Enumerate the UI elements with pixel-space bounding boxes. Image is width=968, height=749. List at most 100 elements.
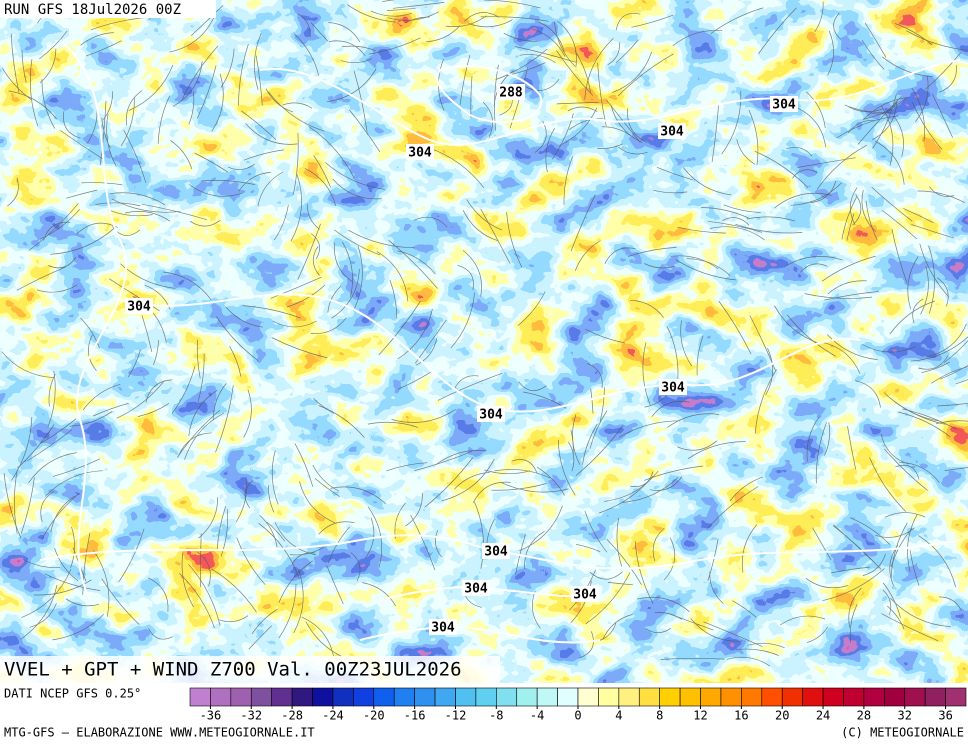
streamline — [617, 53, 674, 97]
streamline — [556, 50, 594, 96]
streamline — [683, 167, 732, 196]
colorbar-swatch — [250, 687, 272, 707]
streamline — [238, 43, 249, 106]
colorbar-tick-label: 0 — [574, 709, 581, 723]
streamline — [861, 39, 885, 70]
streamline — [36, 284, 78, 293]
streamline — [153, 340, 159, 366]
colorbar-swatch — [271, 687, 293, 707]
streamline — [70, 526, 75, 568]
streamline — [268, 91, 325, 132]
streamline — [918, 355, 949, 370]
streamline — [216, 505, 227, 550]
colorbar-swatch — [638, 687, 660, 707]
streamline — [864, 22, 887, 58]
streamline — [893, 116, 904, 157]
streamline — [367, 506, 383, 568]
header-box — [0, 0, 216, 18]
streamline — [313, 155, 331, 188]
streamline — [861, 190, 877, 232]
streamline — [797, 157, 856, 168]
streamline — [95, 202, 141, 207]
contour-label-box — [770, 96, 798, 112]
colorbar-swatch — [496, 687, 518, 707]
streamline — [604, 470, 659, 502]
streamline — [120, 97, 135, 147]
streamline — [780, 615, 826, 626]
streamline — [211, 568, 257, 613]
colorbar-swatch — [373, 687, 395, 707]
streamline — [81, 182, 123, 186]
streamline — [518, 381, 547, 392]
streamline — [405, 493, 423, 527]
streamline — [599, 387, 605, 422]
streamline — [642, 342, 651, 406]
contour — [59, 39, 128, 601]
streamline — [189, 220, 221, 227]
streamline — [515, 46, 577, 63]
streamline — [506, 212, 523, 268]
streamline — [334, 229, 381, 256]
streamline — [826, 334, 878, 360]
streamline — [441, 459, 495, 502]
streamline — [266, 521, 286, 542]
streamline — [849, 517, 890, 545]
streamline — [391, 409, 456, 423]
streamline — [325, 162, 385, 190]
colorbar-swatch — [802, 687, 824, 707]
streamline — [617, 146, 648, 155]
streamline — [312, 464, 339, 492]
colorbar-swatch — [414, 687, 436, 707]
streamline — [915, 75, 929, 122]
streamline — [868, 99, 899, 115]
streamline — [890, 528, 913, 568]
streamline — [841, 196, 858, 240]
contour-labels: 288 304 304 304 304 304 304 304 304 304 304 — [125, 84, 798, 636]
streamline — [480, 16, 549, 22]
streamline — [881, 105, 894, 166]
colorbar-tick-label: 20 — [775, 709, 789, 723]
credit: MTG-GFS — ELABORAZIONE WWW.METEOGIORNALE… — [4, 726, 315, 740]
streamline — [47, 370, 56, 428]
streamline — [397, 250, 436, 275]
streamline — [931, 93, 954, 138]
streamline — [669, 613, 714, 631]
streamline — [748, 109, 759, 166]
streamline — [387, 11, 439, 21]
contour — [259, 59, 961, 146]
streamline — [101, 578, 140, 625]
streamline — [270, 276, 322, 299]
streamline — [574, 240, 601, 271]
streamline — [532, 28, 566, 58]
streamline — [1, 351, 55, 378]
streamline — [612, 51, 652, 93]
streamline — [44, 573, 101, 591]
streamline — [141, 315, 153, 352]
streamline — [827, 280, 867, 295]
streamline — [786, 314, 836, 357]
streamline — [294, 443, 314, 487]
streamline — [141, 203, 207, 221]
streamline — [606, 538, 642, 585]
streamline — [21, 569, 72, 618]
streamline — [326, 68, 377, 103]
streamline — [666, 326, 679, 381]
streamline — [196, 65, 217, 119]
contour-label: 304 — [431, 621, 455, 636]
streamline — [243, 149, 284, 161]
streamline — [917, 190, 966, 204]
streamline — [765, 348, 773, 396]
streamline — [955, 379, 968, 385]
streamline — [503, 32, 538, 42]
streamline — [181, 552, 194, 608]
streamline — [875, 140, 905, 185]
colorbar-swatch — [700, 687, 722, 707]
streamline — [602, 614, 633, 640]
streamline — [459, 55, 471, 106]
streamline — [568, 117, 604, 130]
streamline — [809, 180, 837, 204]
streamline — [585, 328, 625, 344]
streamline — [872, 93, 897, 149]
streamline — [824, 422, 831, 456]
streamline — [212, 383, 227, 420]
